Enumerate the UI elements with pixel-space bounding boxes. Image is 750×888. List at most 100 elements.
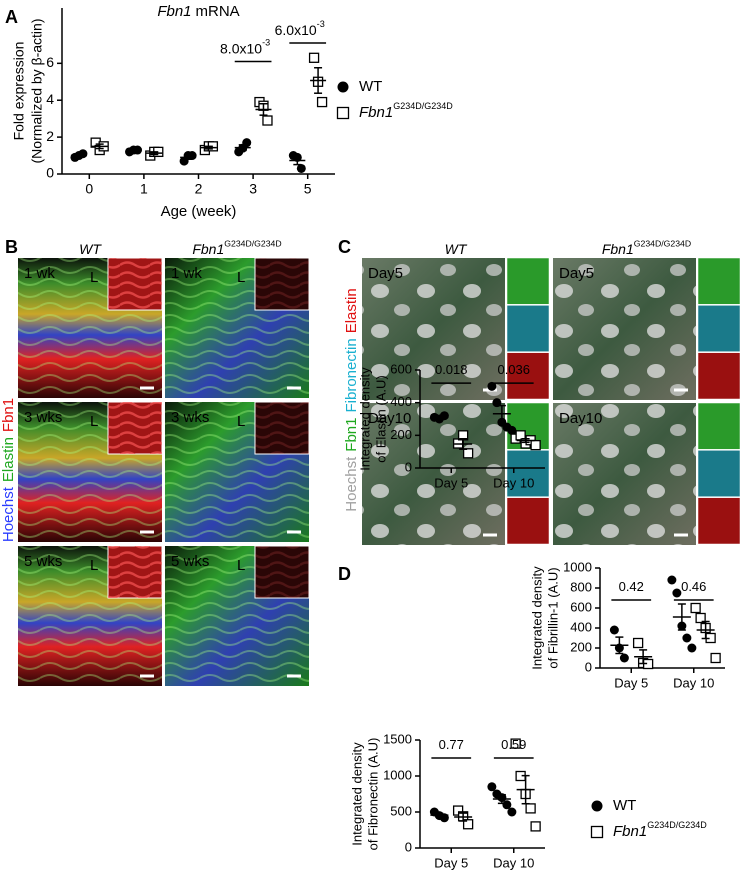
panel-label: A (5, 7, 18, 27)
p-value: 6.0x10-3 (275, 19, 325, 37)
y-tick-label: 200 (570, 639, 592, 654)
row-label: Day5 (559, 265, 594, 282)
italic-text: WT (79, 241, 102, 257)
data-point (710, 652, 721, 664)
p-value: 0.036 (497, 363, 530, 378)
column-title: WT (445, 241, 468, 257)
y-axis-label: Integrated density (357, 367, 372, 471)
data-point (619, 653, 629, 663)
x-tick-label: 0 (85, 181, 93, 197)
p-value: 0.46 (681, 579, 706, 594)
column-title: WT (79, 241, 102, 257)
channel-strip (506, 257, 550, 305)
y-tick-label: 500 (390, 803, 412, 818)
p-value-text: 6.0x10 (275, 22, 317, 38)
data-point (487, 381, 497, 391)
y-tick-label: 0 (405, 459, 412, 474)
channel-strip (506, 305, 550, 352)
stain-name: Hoechst (0, 486, 17, 542)
row-label: 5 wks (171, 553, 209, 570)
channel-strip (697, 450, 741, 497)
data-point (667, 575, 677, 585)
lumen-label: L (237, 269, 245, 286)
x-tick-label: Day 5 (434, 855, 468, 870)
y-tick-label: 1000 (563, 559, 592, 574)
italic-text: WT (445, 241, 468, 257)
channel-strip (697, 257, 741, 305)
x-tick-label: Day 10 (493, 855, 534, 870)
legend-label: WT (613, 797, 636, 814)
y-axis-label: Fold expression (11, 42, 27, 141)
y-tick-label: 600 (570, 599, 592, 614)
legend-superscript: G234D/G234D (647, 820, 707, 830)
channel-strip (506, 352, 550, 400)
legend-marker (337, 81, 349, 93)
channel-strip (697, 497, 741, 545)
data-point (672, 588, 682, 598)
data-point (609, 625, 619, 635)
data-point (507, 807, 517, 817)
y-tick-label: 0 (405, 839, 412, 854)
lumen-label: L (90, 413, 98, 430)
x-tick-label: Day 10 (673, 675, 714, 690)
p-value-text: 0.59 (501, 737, 526, 752)
lumen-label: L (237, 413, 245, 430)
stain-name: Elastin (343, 288, 360, 333)
p-value-text: 0.018 (435, 363, 468, 378)
y-tick-label: 0 (585, 659, 592, 674)
data-point (682, 633, 692, 643)
data-point (530, 439, 541, 451)
y-tick-label: 2 (46, 128, 54, 144)
data-point (502, 800, 512, 810)
stain-label: Hoechst Elastin Fbn1 (0, 398, 17, 542)
x-tick-label: Day 5 (434, 475, 468, 490)
legend-name: WT (613, 797, 636, 814)
legend-name: Fbn1 (359, 104, 393, 121)
data-point (308, 52, 320, 63)
italic-text: Fbn1 (192, 241, 224, 257)
micrograph-inset-texture (255, 402, 309, 454)
legend-label: Fbn1G234D/G234D (359, 101, 453, 121)
micrograph-texture (553, 403, 696, 545)
y-tick-label: 600 (390, 361, 412, 376)
data-point (525, 803, 536, 814)
x-tick-label: Day 10 (493, 475, 534, 490)
data-point (296, 163, 306, 173)
data-point (262, 115, 273, 126)
data-point (316, 96, 328, 108)
p-value-exponent: -3 (262, 38, 270, 48)
column-title: Fbn1G234D/G234D (192, 239, 281, 257)
panel-label: C (338, 237, 351, 257)
column-title: Fbn1G234D/G234D (602, 239, 691, 257)
micrograph-texture (362, 403, 505, 545)
stain-name: Fbn1 (343, 418, 360, 452)
y-tick-label: 4 (46, 91, 54, 107)
stain-name: Elastin (0, 437, 17, 482)
y-axis-label: (Normalized by β-actin) (29, 19, 45, 164)
panel-label: D (338, 564, 351, 584)
micrograph-texture (362, 258, 505, 400)
title-italic: Fbn1 (157, 3, 191, 20)
y-axis-label: of Elastin (A.U) (373, 375, 388, 462)
stain-name: Fibronectin (343, 338, 360, 412)
stain-label: Hoechst Fbn1 Fibronectin Elastin (343, 288, 360, 511)
p-value-text: 0.42 (619, 579, 644, 594)
x-tick-label: 1 (140, 181, 148, 197)
channel-strip (697, 352, 741, 400)
p-value: 0.018 (435, 363, 468, 378)
channel-strip (697, 402, 741, 450)
row-label: 3 wks (24, 409, 62, 426)
p-value-text: 0.036 (497, 363, 530, 378)
y-tick-label: 0 (46, 165, 54, 181)
y-tick-label: 6 (46, 54, 54, 70)
p-value: 0.59 (501, 737, 526, 752)
row-label: Day10 (368, 410, 411, 427)
micrograph-inset-texture (255, 546, 309, 598)
stain-name: Fbn1 (0, 398, 17, 432)
p-value-text: 8.0x10 (220, 40, 262, 56)
italic-text: Fbn1 (602, 241, 634, 257)
title-text: mRNA (196, 3, 240, 20)
data-point (690, 602, 701, 614)
